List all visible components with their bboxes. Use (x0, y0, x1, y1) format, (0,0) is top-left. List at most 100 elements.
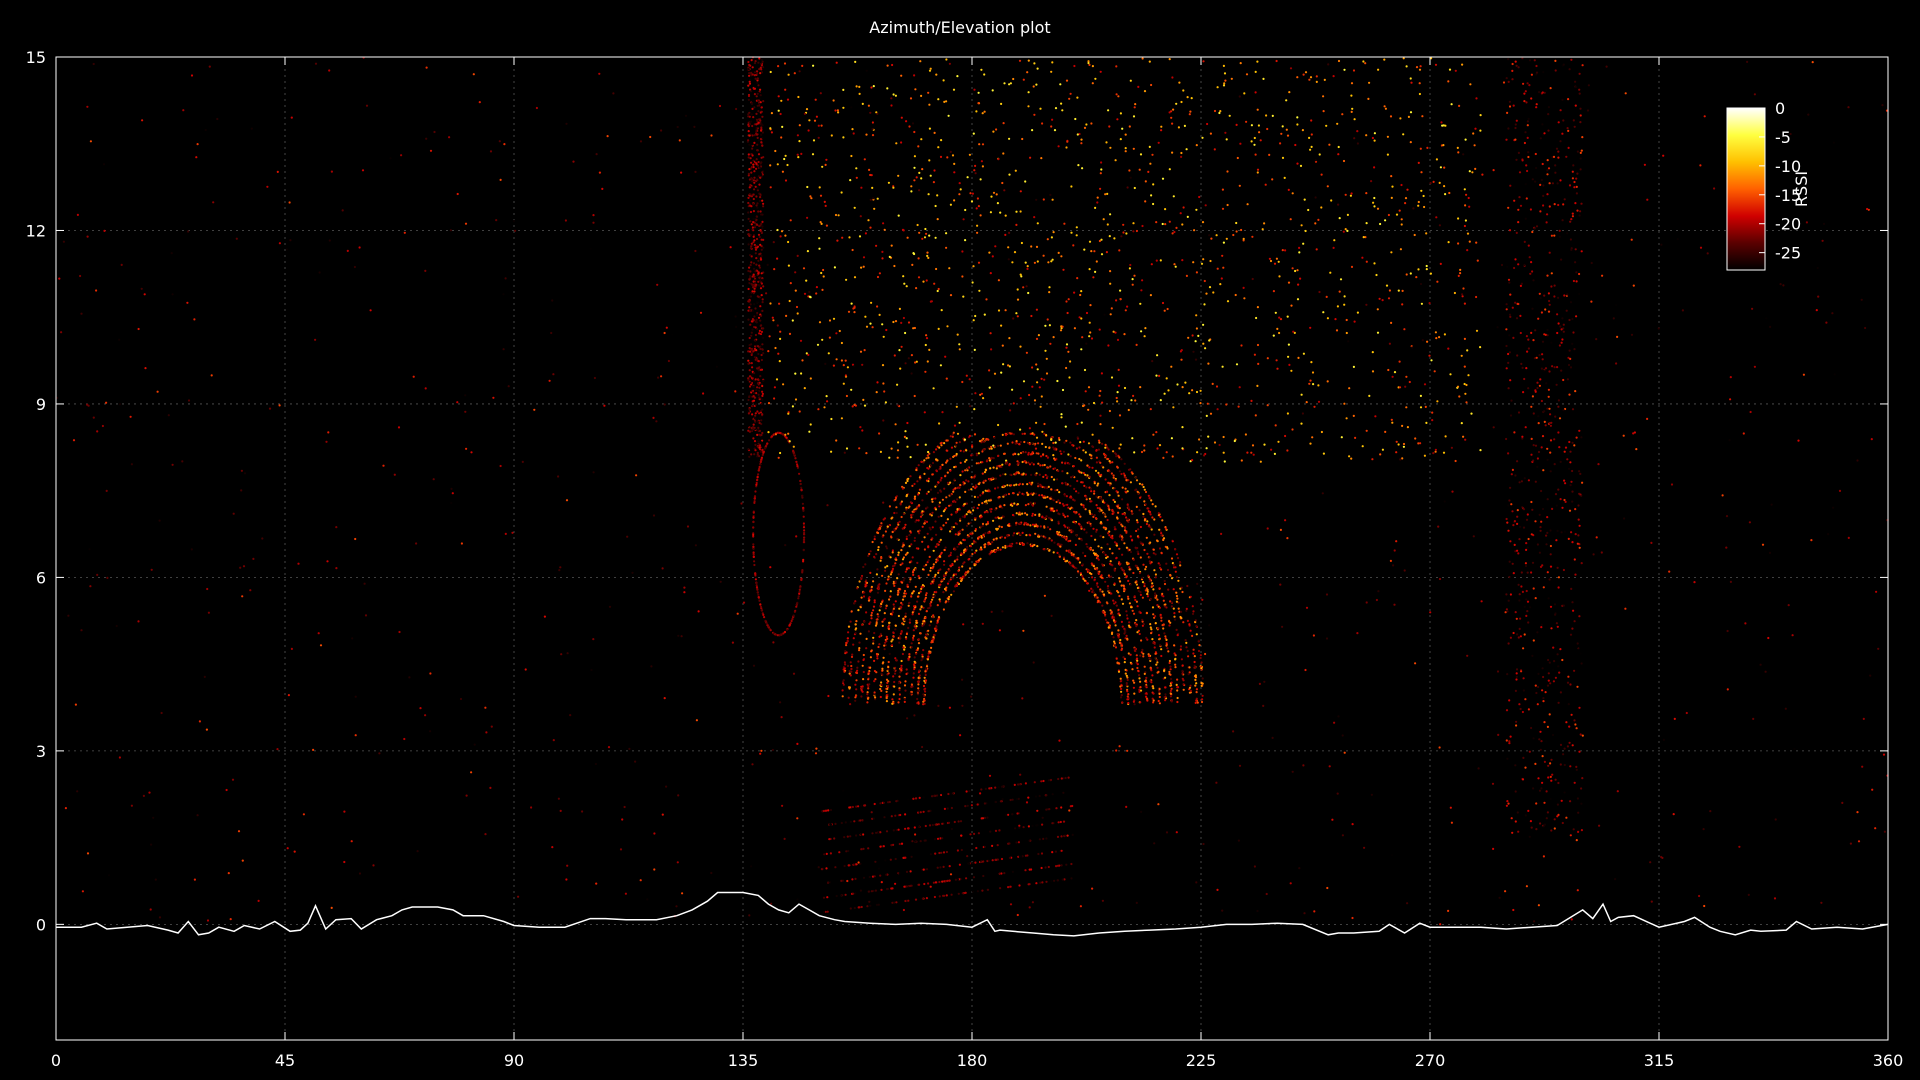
scatter-point (1030, 868, 1033, 871)
scatter-point (1168, 672, 1171, 676)
scatter-point (875, 622, 878, 626)
scatter-point (936, 542, 939, 546)
scatter-point (1090, 122, 1093, 125)
scatter-point (1127, 579, 1130, 583)
scatter-point (997, 496, 1000, 499)
scatter-point (1027, 883, 1030, 886)
scatter-point (1315, 248, 1318, 251)
scatter-point (1093, 578, 1096, 581)
scatter-point (1326, 380, 1329, 383)
scatter-point (877, 615, 880, 618)
scatter-point (748, 134, 751, 137)
scatter-point (932, 634, 936, 637)
scatter-point (1345, 331, 1348, 335)
scatter-point (966, 804, 969, 807)
scatter-point (1028, 463, 1032, 466)
scatter-point (1130, 606, 1133, 609)
scatter-point (1056, 543, 1059, 546)
scatter-point (1092, 515, 1095, 519)
scatter-point (892, 693, 895, 696)
scatter-point (1090, 456, 1093, 459)
scatter-point (1158, 587, 1161, 590)
scatter-point (1164, 527, 1167, 530)
scatter-point (1153, 646, 1156, 649)
scatter-point (897, 637, 900, 640)
scatter-point (1127, 693, 1130, 696)
scatter-point (915, 468, 918, 472)
scatter-point (1056, 879, 1059, 882)
scatter-point (898, 635, 901, 638)
scatter-point (916, 505, 919, 508)
scatter-point (1078, 513, 1081, 516)
scatter-point (800, 578, 803, 582)
scatter-point (1053, 448, 1056, 451)
scatter-point (1056, 488, 1059, 492)
scatter-point (954, 878, 958, 881)
scatter-point (762, 352, 765, 355)
scatter-point (1468, 205, 1471, 208)
scatter-point (823, 911, 826, 914)
scatter-point (1034, 447, 1038, 450)
scatter-point (1092, 565, 1095, 568)
scatter-point (1106, 555, 1109, 559)
scatter-point (1192, 610, 1195, 613)
scatter-point (875, 671, 878, 674)
scatter-point (1089, 487, 1092, 490)
scatter-point (922, 461, 925, 464)
scatter-point (935, 448, 938, 451)
scatter-point (876, 657, 879, 660)
scatter-point (913, 394, 916, 398)
scatter-point (1072, 565, 1075, 568)
scatter-point (760, 609, 764, 612)
scatter-point (1094, 77, 1097, 80)
scatter-point (757, 442, 760, 445)
scatter-point (889, 573, 893, 576)
scatter-point (750, 343, 753, 346)
scatter-point (748, 430, 751, 433)
scatter-point (750, 166, 754, 169)
scatter-point (1027, 493, 1030, 496)
scatter-point (848, 669, 851, 673)
scatter-point (980, 439, 983, 442)
scatter-point (1078, 471, 1081, 474)
scatter-point (877, 645, 880, 649)
scatter-point (899, 637, 902, 640)
scatter-point (748, 306, 751, 309)
scatter-point (896, 799, 899, 803)
scatter-point (1166, 647, 1169, 650)
scatter-point (885, 545, 888, 548)
scatter-point (903, 697, 907, 700)
scatter-point (759, 463, 762, 466)
scatter-point (915, 652, 918, 655)
scatter-point (929, 569, 932, 572)
scatter-point (908, 580, 911, 584)
scatter-point (1042, 837, 1045, 841)
scatter-point (1111, 461, 1114, 464)
scatter-point (1116, 516, 1119, 519)
scatter-point (1328, 143, 1331, 146)
scatter-point (812, 139, 816, 142)
scatter-point (1142, 655, 1145, 658)
scatter-point (894, 527, 898, 530)
scatter-point (1136, 546, 1139, 550)
scatter-point (1092, 527, 1095, 530)
scatter-point (1000, 785, 1004, 788)
scatter-point (936, 289, 939, 293)
scatter-point (1089, 522, 1092, 525)
scatter-point (1118, 577, 1121, 580)
scatter-point (1075, 447, 1078, 450)
scatter-point (931, 500, 934, 503)
scatter-point (921, 624, 924, 627)
scatter-point (910, 516, 913, 519)
scatter-point (1059, 545, 1062, 548)
scatter-point (1061, 461, 1064, 464)
scatter-point (958, 182, 961, 185)
scatter-point (1078, 561, 1081, 564)
scatter-point (1153, 533, 1156, 536)
scatter-point (753, 87, 757, 90)
scatter-point (1001, 473, 1005, 476)
scatter-point (925, 610, 928, 613)
scatter-point (1188, 671, 1191, 674)
scatter-point (1123, 587, 1126, 590)
scatter-point (918, 674, 922, 677)
